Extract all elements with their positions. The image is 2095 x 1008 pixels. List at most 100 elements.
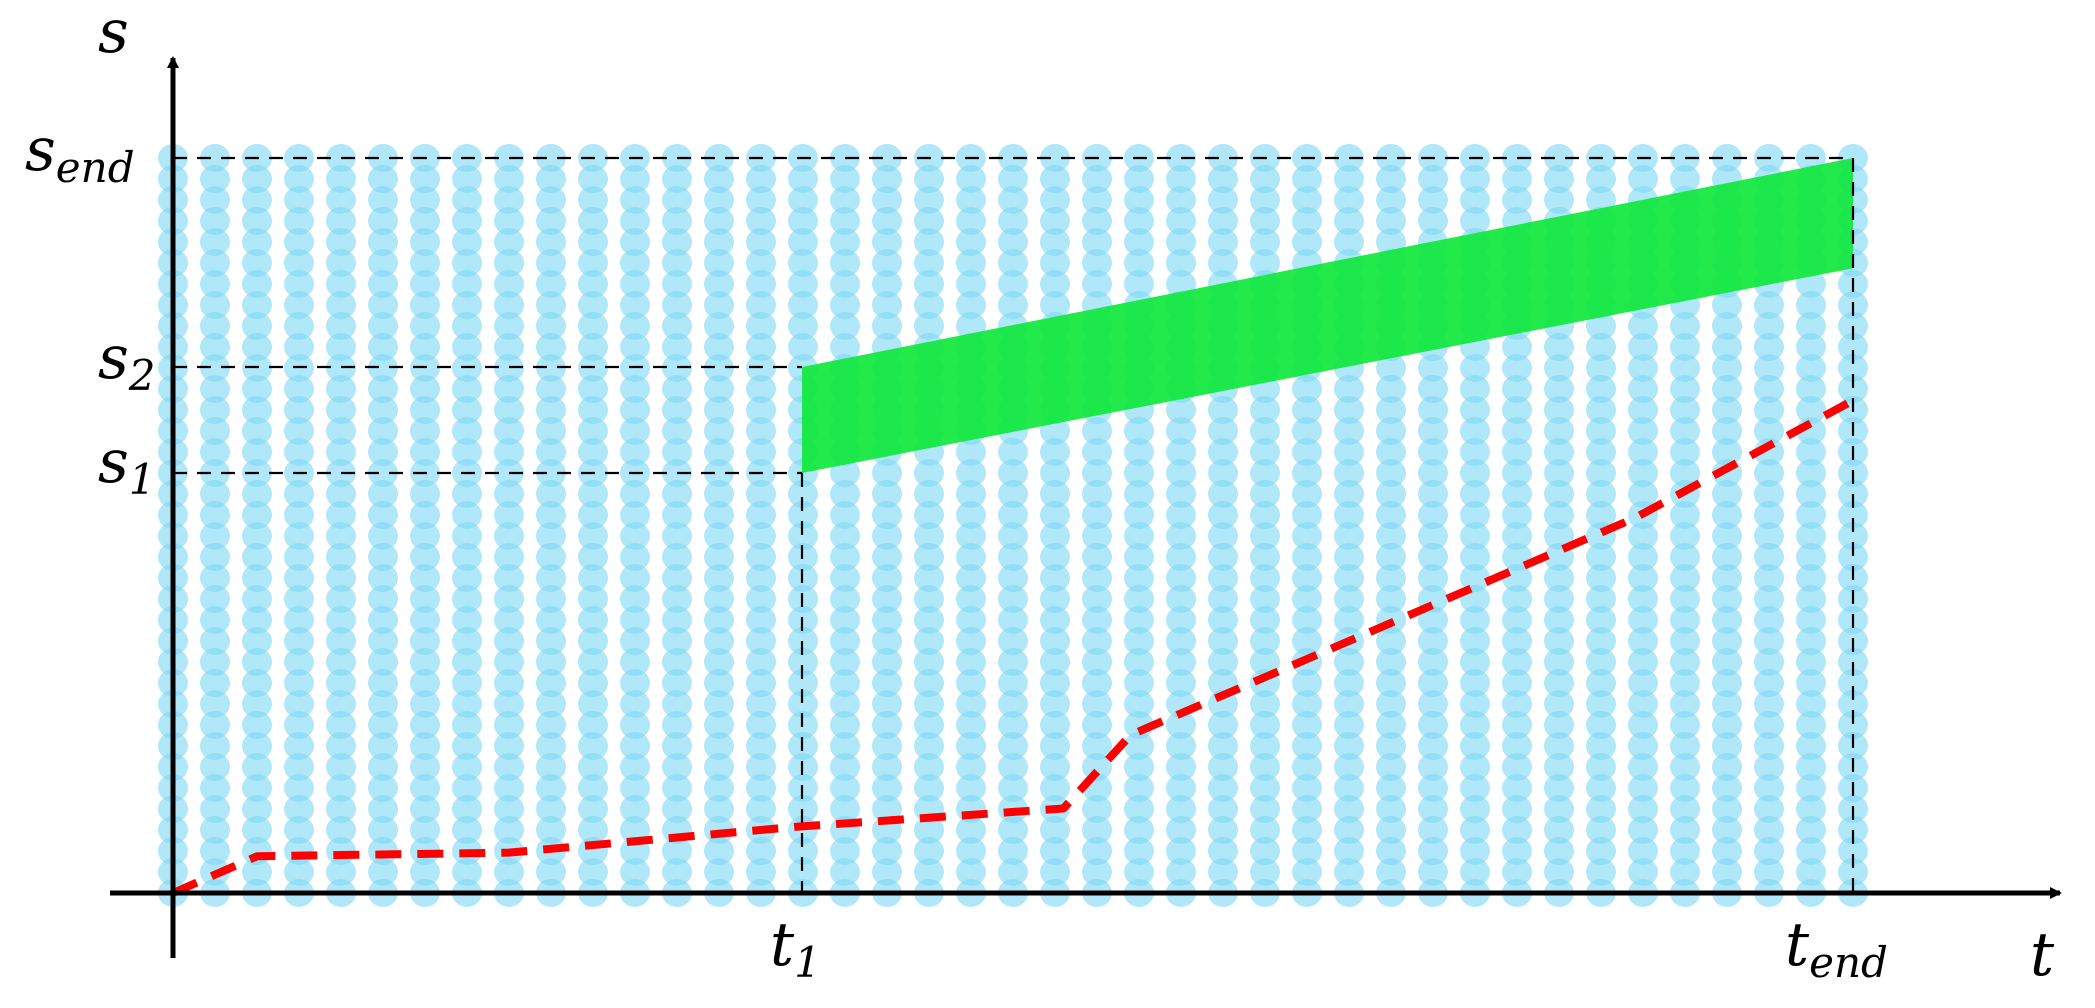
sample-point [788,837,818,865]
sample-point [1628,480,1658,508]
sample-point [1250,648,1280,676]
sample-point [1250,753,1280,781]
sample-point [1082,543,1112,571]
sample-point [830,207,860,235]
sample-point [1040,816,1070,844]
sample-point [1628,564,1658,592]
sample-point [1502,606,1532,634]
sample-point [1628,375,1658,403]
sample-point [1124,249,1154,277]
sample-point [1712,627,1742,655]
sample-point [1670,417,1700,445]
sample-point [956,165,986,193]
sample-point [1628,438,1658,466]
sample-point [200,522,230,550]
sample-point [1124,207,1154,235]
sample-point [1712,711,1742,739]
sample-point [1460,438,1490,466]
sample-point [1250,837,1280,865]
sample-point [326,564,356,592]
sample-point [284,165,314,193]
sample-point [410,228,440,256]
sample-point [536,375,566,403]
sample-point [1670,501,1700,529]
sample-point [1250,249,1280,277]
sample-point [620,795,650,823]
sample-point [326,606,356,634]
sample-point [578,333,608,361]
sample-point [830,165,860,193]
sample-point [1376,375,1406,403]
sample-point [1502,480,1532,508]
sample-point [368,753,398,781]
sample-point [1292,606,1322,634]
sample-point [704,438,734,466]
sample-point [578,564,608,592]
sample-point [662,690,692,718]
sample-point [1544,648,1574,676]
sample-point [1586,417,1616,445]
sample-point [1502,627,1532,655]
sample-point [1250,627,1280,655]
sample-point [368,564,398,592]
sample-point [1460,816,1490,844]
sample-point [1124,564,1154,592]
sample-point [1754,564,1784,592]
sample-point [956,543,986,571]
sample-point [578,438,608,466]
sample-point [1334,774,1364,802]
sample-point [1292,501,1322,529]
sample-point [452,375,482,403]
sample-point [326,249,356,277]
sample-point [494,627,524,655]
sample-point [620,375,650,403]
sample-point [1082,795,1112,823]
sample-point [200,585,230,613]
sample-point [1334,690,1364,718]
sample-point [914,816,944,844]
sample-point [1586,774,1616,802]
sample-point [578,291,608,319]
sample-point [494,249,524,277]
sample-point [620,501,650,529]
sample-point [536,606,566,634]
sample-point [1838,690,1868,718]
sample-point [284,375,314,403]
sample-point [1712,606,1742,634]
sample-point [1040,669,1070,697]
sample-point [1208,774,1238,802]
sample-point [830,837,860,865]
sample-point [1208,207,1238,235]
sample-point [830,228,860,256]
sample-point [284,774,314,802]
st-path [171,396,1855,897]
sample-point [1376,627,1406,655]
sample-point [200,606,230,634]
sample-point [1712,144,1742,172]
sample-point [494,522,524,550]
sample-point [242,816,272,844]
sample-point [914,690,944,718]
sample-point [1712,564,1742,592]
sample-point [452,333,482,361]
sample-point [200,480,230,508]
sample-point [452,228,482,256]
sample-point [452,165,482,193]
sample-point [1292,207,1322,235]
sample-point [1166,753,1196,781]
sample-point [998,753,1028,781]
sample-point [704,396,734,424]
sample-point [788,291,818,319]
sample-point [326,333,356,361]
sample-point [1502,753,1532,781]
sample-point [1670,396,1700,424]
sample-point [1502,648,1532,676]
sample-point [998,501,1028,529]
sample-point [998,774,1028,802]
sample-point [368,669,398,697]
sample-point [1796,543,1826,571]
sample-point [410,438,440,466]
sample-point [1418,606,1448,634]
sample-point [1796,501,1826,529]
sample-point [1418,438,1448,466]
